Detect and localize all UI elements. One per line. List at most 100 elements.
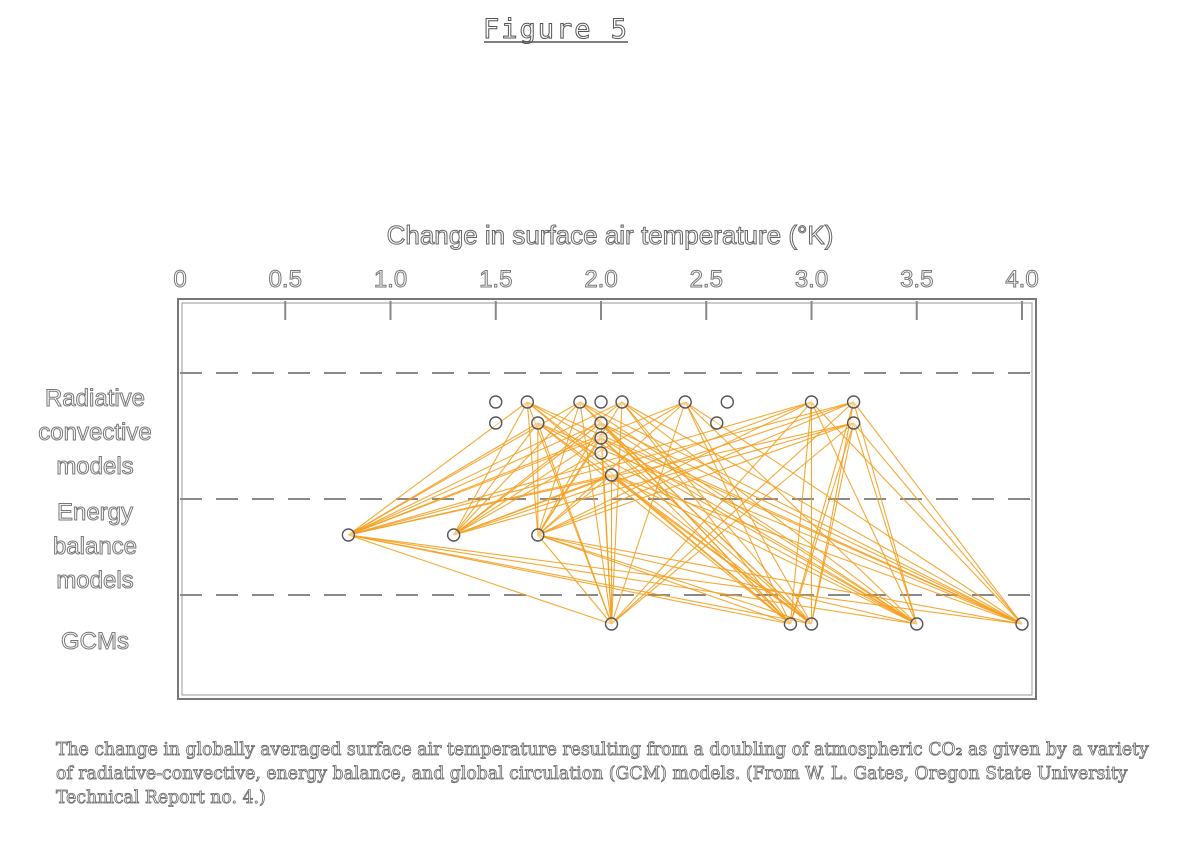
data-point [594, 446, 608, 460]
connector-line [853, 422, 918, 625]
data-point [594, 395, 608, 409]
connector-line [537, 422, 854, 536]
data-point [846, 416, 861, 430]
connector-line [453, 422, 602, 536]
connector-line [537, 422, 1023, 625]
connector-line [348, 401, 623, 536]
data-point [1015, 617, 1029, 631]
group-label-line: Radiative [45, 385, 145, 412]
connector-line [611, 401, 686, 625]
data-point [489, 416, 503, 430]
connector-line [537, 401, 812, 536]
data-point [446, 528, 461, 542]
data-point [489, 395, 503, 409]
connector-line [611, 474, 812, 625]
data-point [615, 395, 629, 409]
x-tick-marks [284, 301, 1023, 320]
connector-line [453, 437, 602, 536]
group-label-line: Energy [57, 499, 133, 526]
connector-line [453, 401, 528, 536]
x-tick-label: 1.0 [374, 266, 407, 293]
connector-line [537, 437, 602, 536]
connector-line [600, 437, 812, 625]
connector-line [537, 422, 613, 625]
connector-line [453, 401, 686, 536]
x-tick-label: 1.5 [479, 266, 512, 293]
x-tick-label: 4.0 [1005, 266, 1038, 293]
x-tick-label: 3.0 [795, 266, 828, 293]
connector-line [348, 422, 602, 536]
data-point [678, 395, 692, 409]
x-tick-label: 3.5 [900, 266, 933, 293]
x-tick-label: 0.5 [269, 266, 302, 293]
figure-title: Figure 5 [483, 14, 629, 45]
data-point [604, 468, 619, 482]
x-tick-label: 0 [173, 266, 186, 293]
data-point [520, 395, 535, 409]
data-point [604, 617, 619, 631]
data-point [573, 395, 587, 409]
x-tick-label: 2.5 [690, 266, 723, 293]
figure-caption: The change in globally averaged surface … [56, 740, 1150, 809]
connector-line [348, 534, 612, 625]
connector-line [537, 422, 918, 625]
connector-line [537, 534, 612, 625]
connector-line [537, 422, 791, 625]
connector-line [348, 474, 612, 536]
x-tick-label: 2.0 [584, 266, 617, 293]
connector-line [853, 422, 1023, 625]
data-point [341, 528, 356, 542]
data-point [846, 395, 861, 409]
connector-line [453, 422, 854, 536]
connector-line [453, 474, 612, 536]
connector-line [348, 401, 854, 536]
connector-line [811, 401, 918, 625]
connector-line [853, 401, 918, 625]
connector-line [348, 422, 539, 536]
group-label-line: convective [38, 419, 151, 446]
connector-line [537, 534, 1023, 625]
connector-line [348, 401, 686, 536]
connector-line [537, 474, 612, 536]
connector-line [789, 401, 855, 625]
data-point [531, 416, 545, 430]
connector-line [611, 422, 854, 625]
connector-line [537, 534, 812, 625]
connector-line [348, 401, 812, 536]
connector-line [789, 422, 855, 625]
data-point [594, 416, 608, 430]
data-point [783, 617, 798, 631]
connector-line [600, 437, 791, 625]
data-point [594, 431, 608, 445]
data-point [804, 617, 819, 631]
connector-line [348, 437, 602, 536]
data-points [341, 395, 1029, 631]
connector-line [600, 437, 613, 625]
data-point [531, 528, 545, 542]
connector-line [810, 422, 855, 625]
connector-line [600, 422, 918, 625]
connector-line [611, 474, 917, 625]
group-label-line: models [56, 453, 133, 480]
connector-line [348, 534, 1023, 625]
plot-frame [177, 298, 1037, 700]
x-axis-title: Change in surface air temperature (°K) [387, 220, 834, 250]
group-label-line: models [56, 567, 133, 594]
connector-line [611, 474, 1023, 625]
data-point [720, 395, 734, 409]
data-point [804, 395, 819, 409]
connector-line [348, 401, 528, 536]
connector-lines [348, 401, 1023, 625]
connector-line [684, 401, 812, 625]
x-tick-labels: 0 0.5 1.0 1.5 2.0 2.5 3.0 3.5 4.0 [173, 266, 1039, 294]
connector-line [600, 437, 1023, 625]
connector-line [537, 534, 917, 625]
connector-line [348, 534, 791, 625]
group-label-line: balance [53, 533, 137, 560]
connector-line [853, 401, 1023, 625]
connector-line [526, 401, 539, 536]
connector-line [600, 422, 1023, 625]
connector-line [611, 401, 854, 625]
data-point [910, 617, 924, 631]
